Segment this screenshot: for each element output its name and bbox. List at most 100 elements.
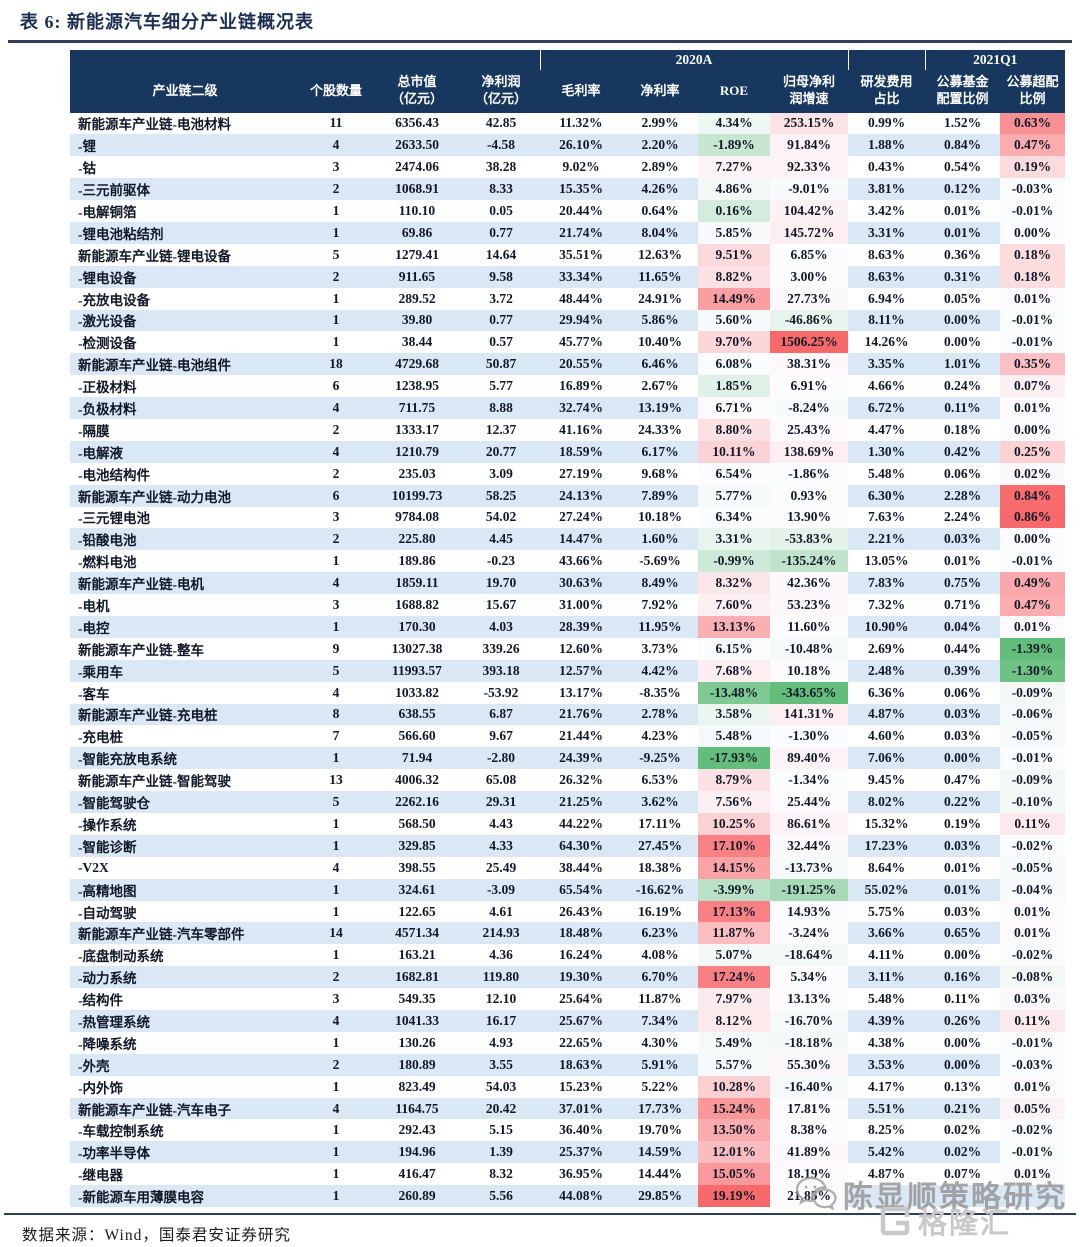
cell-stock-count: 4 [332, 684, 340, 700]
cell-net-profit: 393.18 [462, 659, 540, 682]
cell-net-margin: 6.23% [622, 922, 698, 945]
cell-roe: 17.13% [698, 900, 770, 923]
cell-rnd-ratio: 8.02% [848, 791, 925, 813]
cell-stock-count: 5 [332, 246, 340, 262]
cell-net-profit: 8.33 [462, 178, 540, 201]
cell-profit-growth: 253.15% [770, 112, 848, 135]
industry-chain-table: 2020A 2021Q1 产业链二级 个股数量 总市值 （亿元） 净利润 （亿元… [70, 49, 1066, 1208]
cell-industry: -负极材料 [70, 397, 300, 419]
cell-roe: 15.05% [698, 1163, 770, 1186]
cell-industry: 新能源车产业链-汽车电子 [70, 1097, 300, 1120]
cell-rnd-ratio: 3.81% [848, 178, 925, 201]
cell-net-profit: 5.77 [489, 378, 513, 394]
cell-fund-overweight: -0.02% [1000, 1119, 1066, 1142]
table-row: -车载控制系统 1 292.43 5.15 36.40% 19.70% 13.50% 8.38… [70, 1119, 1066, 1142]
cell-fund-allocation: 0.36% [943, 246, 982, 262]
cell-net-margin: 6.70% [622, 966, 698, 989]
cell-stock-count: 1 [332, 947, 340, 963]
column-header-market-cap: 总市值 （亿元） [372, 69, 462, 113]
cell-net-margin: 5.22% [641, 1078, 679, 1094]
table-row: -铅酸电池 2 225.80 4.45 14.47% 1.60% 3.31% -53.83% 2… [70, 528, 1066, 551]
cell-net-margin: -8.35% [639, 684, 681, 700]
cell-market-cap: 911.65 [372, 265, 462, 288]
cell-industry: -自动驾驶 [78, 905, 137, 921]
year-group-row: 2020A 2021Q1 [70, 49, 1066, 70]
cell-fund-overweight: 0.49% [1000, 572, 1066, 595]
cell-profit-growth: 141.31% [770, 703, 848, 726]
cell-fund-overweight: 0.47% [1000, 594, 1066, 616]
cell-roe: 6.08% [698, 353, 770, 376]
cell-roe: 8.80% [698, 418, 770, 441]
cell-fund-allocation: 0.02% [943, 1122, 982, 1138]
cell-market-cap: 398.55 [398, 859, 436, 875]
cell-market-cap: 1033.82 [395, 684, 439, 700]
cell-stock-count: 4 [300, 440, 372, 463]
cell-industry: 新能源车产业链-电池组件 [70, 353, 300, 376]
cell-market-cap: 38.44 [401, 334, 433, 350]
cell-fund-overweight: 0.19% [1000, 156, 1066, 179]
cell-industry: -充放电设备 [78, 292, 150, 308]
cell-net-profit: 6.87 [462, 703, 540, 726]
cell-fund-overweight: 0.01% [1000, 1075, 1066, 1098]
cell-industry: -底盘制动系统 [78, 949, 164, 965]
cell-roe: 6.15% [698, 637, 770, 660]
table-row: -电控 1 170.30 4.03 28.39% 11.95% 13.13% 11.60% 10… [70, 615, 1066, 638]
cell-stock-count: 2 [300, 178, 372, 201]
cell-stock-count: 3 [332, 991, 340, 1007]
table-row: -智能充放电系统 1 71.94 -2.80 24.39% -9.25% -17.93% 89… [70, 747, 1066, 770]
cell-fund-overweight: 0.86% [1000, 506, 1066, 529]
cell-market-cap: 260.89 [372, 1185, 462, 1208]
cell-industry: -继电器 [78, 1168, 123, 1184]
cell-roe: 5.85% [698, 221, 770, 244]
cell-roe: 19.19% [698, 1185, 770, 1208]
cell-industry: -乘用车 [70, 659, 300, 682]
cell-market-cap: 568.50 [398, 815, 436, 831]
cell-gross-margin: 12.57% [540, 659, 622, 682]
table-row: -激光设备 1 39.80 0.77 29.94% 5.86% 5.60% -46.86% 8.… [70, 309, 1066, 332]
watermark-strategy: 陈显顺策略研究 [795, 1172, 1067, 1216]
cell-net-margin: 4.26% [622, 178, 698, 201]
table-row: 新能源车产业链-智能驾驶 13 4006.32 65.08 26.32% 6.53% 8.7… [70, 769, 1066, 792]
cell-net-profit: 4.43 [489, 815, 513, 831]
cell-net-profit: 4.33 [462, 834, 540, 857]
cell-gross-margin: 19.30% [540, 966, 622, 989]
cell-industry: -智能充放电系统 [70, 747, 300, 770]
column-header-profit-growth: 归母净利 润增速 [770, 69, 848, 113]
cell-stock-count: 1 [332, 203, 340, 218]
cell-net-margin: 1.60% [622, 528, 698, 551]
cell-rnd-ratio: 5.51% [848, 1097, 925, 1120]
cell-market-cap: 2474.06 [395, 159, 439, 175]
cell-industry: -电解液 [70, 440, 300, 463]
cell-roe: 5.57% [698, 1053, 770, 1076]
cell-rnd-ratio: 1.30% [848, 440, 925, 463]
cell-industry: -操作系统 [78, 817, 137, 833]
cell-roe: 7.97% [698, 988, 770, 1011]
year-group-2020a: 2020A [539, 49, 848, 70]
cell-fund-allocation: 0.04% [925, 615, 1000, 638]
cell-gross-margin: 21.25% [540, 791, 622, 813]
cell-stock-count: 4 [300, 1097, 372, 1120]
cell-net-profit: 4.03 [462, 615, 540, 638]
cell-roe: -3.99% [698, 878, 770, 901]
table-row: -乘用车 5 11993.57 393.18 12.57% 4.42% 7.68% 10.18… [70, 659, 1066, 682]
cell-net-profit: 0.57 [489, 334, 513, 350]
cell-fund-overweight: 0.03% [1000, 988, 1066, 1011]
cell-fund-allocation: 0.11% [925, 397, 1000, 419]
cell-fund-overweight: 0.11% [1000, 1010, 1066, 1032]
cell-industry: -新能源车用薄膜电容 [70, 1185, 300, 1208]
cell-profit-growth: 27.73% [770, 287, 848, 310]
table-row: -自动驾驶 1 122.65 4.61 26.43% 16.19% 17.13% 14.93%… [70, 900, 1066, 923]
cell-industry: -燃料电池 [78, 555, 137, 571]
cell-fund-overweight: -0.01% [1000, 309, 1066, 332]
cell-net-margin: 14.59% [622, 1141, 698, 1164]
table-row: 新能源车产业链-锂电设备 5 1279.41 14.64 35.51% 12.63% 9.5… [70, 243, 1066, 266]
cell-industry: -三元锂电池 [78, 511, 150, 527]
cell-net-profit: 42.85 [485, 115, 517, 131]
cell-industry: 新能源车产业链-汽车零部件 [70, 922, 300, 945]
cell-roe: 7.27% [698, 156, 770, 179]
table-row: -客车 4 1033.82 -53.92 13.17% -8.35% -13.48% -343… [70, 681, 1066, 704]
cell-fund-overweight: -0.01% [1000, 1141, 1066, 1164]
cell-profit-growth: 6.85% [770, 243, 848, 266]
cell-market-cap: 235.03 [398, 465, 436, 481]
cell-net-profit: 4.45 [462, 528, 540, 551]
